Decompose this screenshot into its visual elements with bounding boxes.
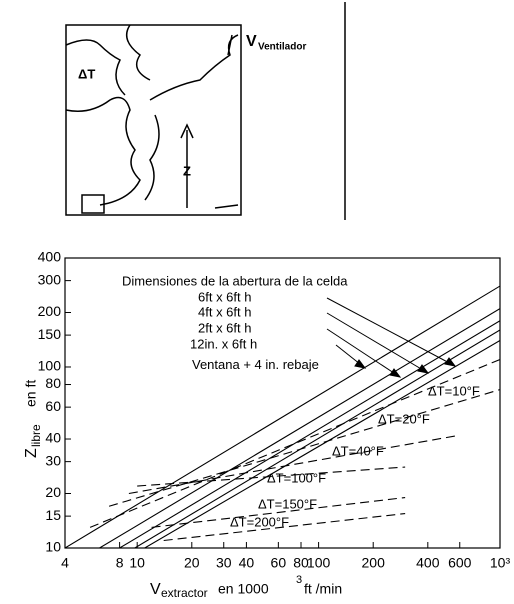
x-tick-label: 10³ <box>490 555 511 571</box>
dashed-line <box>108 389 500 507</box>
x-tick-label: 200 <box>362 555 386 571</box>
y-label-sub: libre <box>29 424 43 447</box>
y-label-main: Z <box>23 448 40 458</box>
x-label-rest: ft /min <box>304 581 342 597</box>
x-label-main: V <box>150 581 161 598</box>
dashed-line <box>151 496 406 528</box>
fan-label: V <box>246 33 257 50</box>
dashed-line <box>163 513 406 542</box>
fan-label-sub: Ventilador <box>258 42 306 53</box>
x-tick-label: 10 <box>129 555 145 571</box>
y-tick-label: 60 <box>45 398 61 414</box>
y-tick-label: 80 <box>45 375 61 391</box>
y-tick-label: 100 <box>38 358 62 374</box>
solid-line <box>144 340 500 548</box>
y-tick-label: 400 <box>38 249 62 265</box>
x-tick-label: 80 <box>293 555 309 571</box>
x-tick-label: 30 <box>216 555 232 571</box>
solid-line <box>65 285 500 548</box>
diagram <box>65 2 346 220</box>
x-tick-label: 40 <box>239 555 255 571</box>
series-label: 2ft x 6ft h <box>198 320 251 335</box>
dashed-line <box>89 358 500 528</box>
solid-line <box>99 308 500 548</box>
x-tick-label: 8 <box>116 555 124 571</box>
series-label: ΔT=150°F <box>258 496 317 511</box>
x-label-sup: 3 <box>296 574 302 586</box>
x-tick-label: 600 <box>448 555 472 571</box>
x-tick-label: 4 <box>61 555 69 571</box>
y-tick-label: 15 <box>45 507 61 523</box>
x-tick-label: 400 <box>416 555 440 571</box>
y-tick-label: 10 <box>45 539 61 555</box>
series-label: ΔT=40°F <box>332 443 384 458</box>
series-label: ΔT=10°F <box>428 383 480 398</box>
y-tick-label: 300 <box>38 271 62 287</box>
x-tick-label: 20 <box>184 555 200 571</box>
solid-line <box>134 329 500 548</box>
series-label: ΔT=200°F <box>230 514 289 529</box>
y-tick-label: 200 <box>38 303 62 319</box>
y-tick-label: 40 <box>45 430 61 446</box>
annotation: Dimensiones de la abertura de la celda <box>122 273 348 288</box>
height-label: Z <box>183 163 191 178</box>
solid-line <box>119 320 500 548</box>
arrows <box>326 297 457 378</box>
x-label-sub: extractor <box>161 586 208 600</box>
y-tick-label: 150 <box>38 326 62 342</box>
y-label-rest: en ft <box>23 380 39 407</box>
series-label: ΔT=20°F <box>378 411 430 426</box>
plot-frame <box>64 257 501 549</box>
x-tick-label: 60 <box>271 555 287 571</box>
delta-label: ΔT <box>78 66 95 81</box>
y-tick-label: 20 <box>45 484 61 500</box>
series-label: ΔT=100°F <box>267 470 326 485</box>
dashed-line <box>137 466 406 487</box>
series-label: 6ft x 6ft h <box>198 289 251 304</box>
y-tick-label: 30 <box>45 452 61 468</box>
series-label: Ventana + 4 in. rebaje <box>192 357 319 372</box>
x-label-mid: en 1000 <box>218 581 269 597</box>
series-label: 12in. x 6ft h <box>190 336 257 351</box>
x-tick-label: 100 <box>307 555 331 571</box>
series-label: 4ft x 6ft h <box>198 304 251 319</box>
